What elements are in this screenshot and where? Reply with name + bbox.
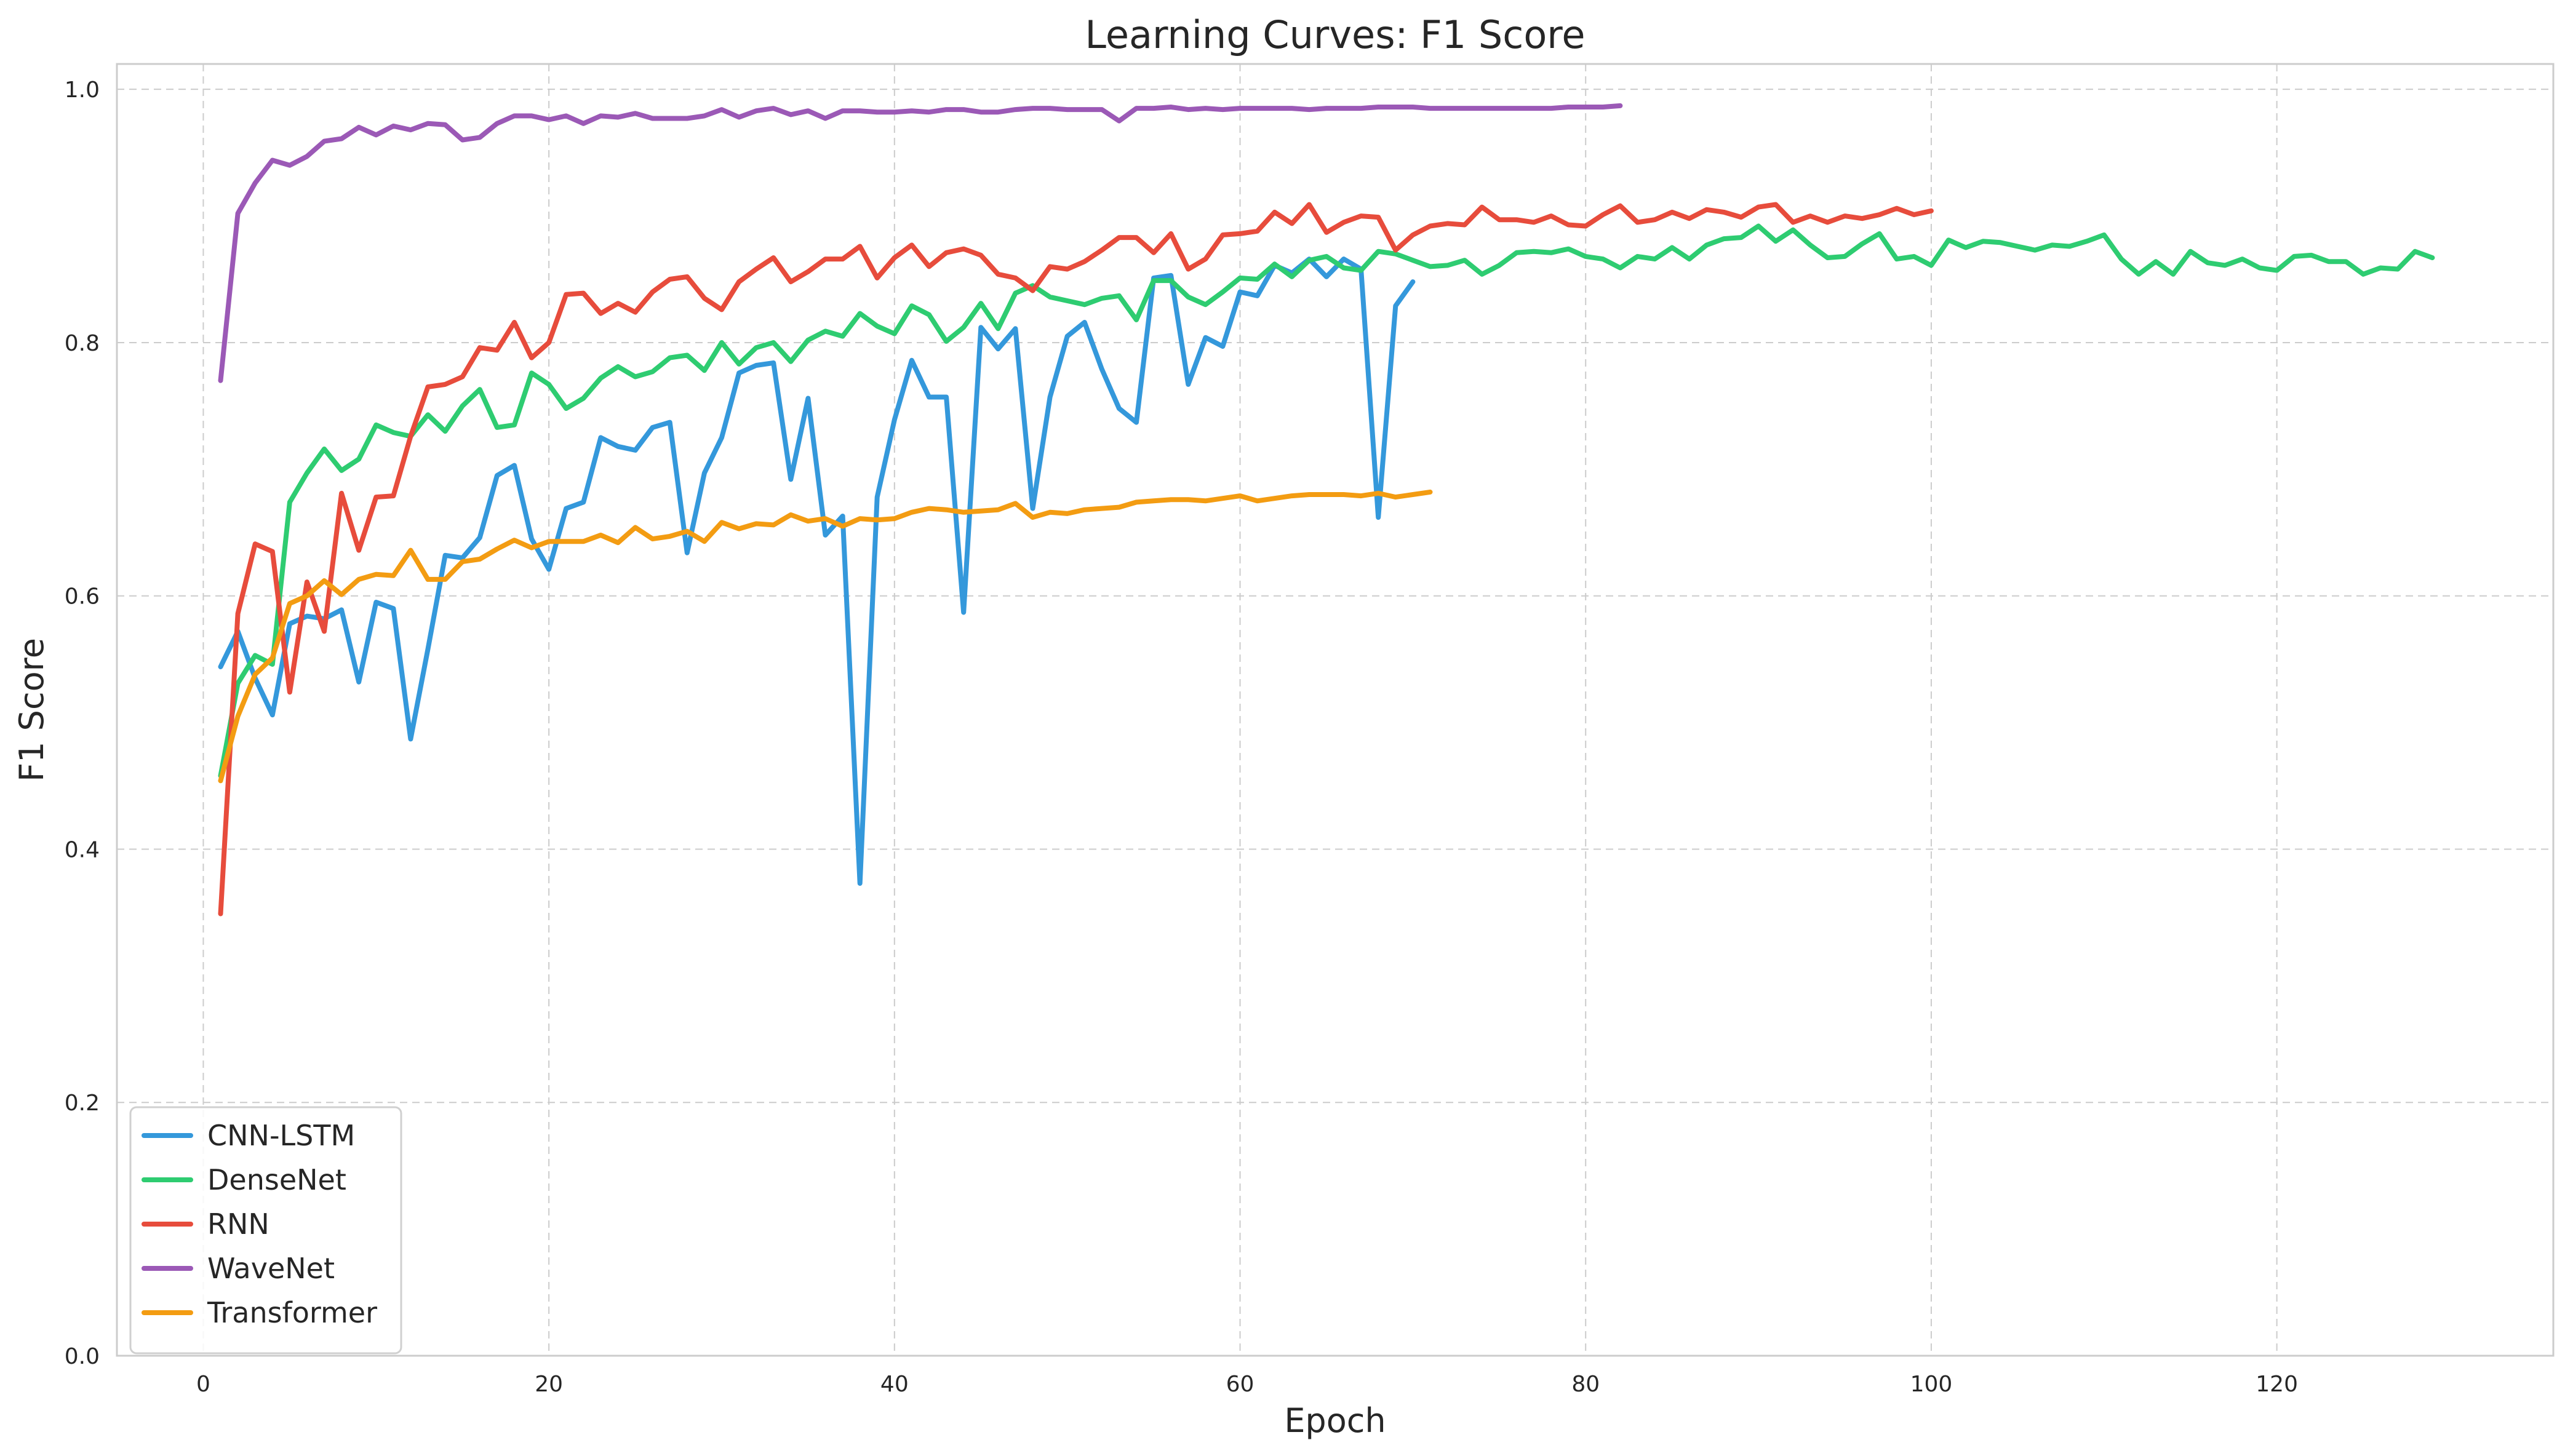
series-line-wavenet [218, 103, 1623, 383]
legend-label: CNN-LSTM [207, 1119, 355, 1152]
x-axis-ticks: 0 20 40 60 80 100 120 [196, 1372, 2298, 1397]
x-tick-label: 20 [535, 1372, 563, 1397]
series-line-transformer [218, 489, 1433, 784]
y-tick-label: 0.0 [65, 1344, 100, 1369]
legend-label: RNN [207, 1207, 269, 1241]
plot-frame [116, 63, 2555, 1357]
series-lines [218, 103, 2435, 917]
y-axis-ticks: 0.0 0.2 0.4 0.6 0.8 1.0 [65, 78, 100, 1369]
y-tick-label: 0.4 [65, 837, 100, 862]
y-tick-label: 0.2 [65, 1091, 100, 1116]
x-tick-label: 60 [1226, 1372, 1255, 1397]
legend-box [129, 1106, 402, 1355]
legend: CNN-LSTM DenseNet RNN WaveNet Transformer [129, 1106, 402, 1355]
chart-title: Learning Curves: F1 Score [1085, 12, 1585, 57]
x-tick-label: 40 [880, 1372, 909, 1397]
legend-label: WaveNet [207, 1252, 335, 1285]
y-axis-label: F1 Score [12, 638, 51, 782]
x-tick-label: 120 [2256, 1372, 2298, 1397]
series-line-rnn [218, 202, 1934, 917]
x-axis-label: Epoch [1284, 1401, 1386, 1440]
legend-label: DenseNet [207, 1163, 346, 1196]
legend-label: Transformer [207, 1296, 377, 1329]
series-line-cnn-lstm [218, 257, 1416, 886]
x-tick-label: 0 [196, 1372, 210, 1397]
x-tick-label: 100 [1910, 1372, 1953, 1397]
y-tick-label: 0.8 [65, 331, 100, 356]
y-tick-label: 0.6 [65, 584, 100, 610]
series-line-densenet [218, 223, 2435, 779]
x-tick-label: 80 [1571, 1372, 1600, 1397]
y-tick-label: 1.0 [65, 78, 100, 103]
